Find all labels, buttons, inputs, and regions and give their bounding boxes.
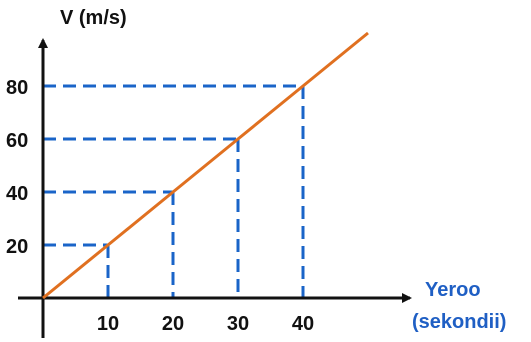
x-tick-label-10: 10	[97, 313, 119, 335]
y-tick-label-20: 20	[6, 236, 28, 258]
x-axis-title-line-2: (sekondii)	[412, 311, 506, 333]
x-tick-label-20: 20	[162, 313, 184, 335]
x-tick-label-40: 40	[292, 313, 314, 335]
tick-labels: 10 20 30 40 20 40 60 80	[6, 77, 314, 335]
series-line-0	[42, 31, 369, 300]
y-tick-label-80: 80	[6, 77, 28, 99]
y-axis-title: V (m/s)	[60, 7, 127, 29]
y-tick-label-60: 60	[6, 130, 28, 152]
guide-lines	[43, 84, 305, 298]
x-axis-title-line-1: Yeroo	[425, 279, 481, 301]
x-tick-label-30: 30	[227, 313, 249, 335]
y-tick-label-40: 40	[6, 183, 28, 205]
data-line	[42, 31, 369, 300]
